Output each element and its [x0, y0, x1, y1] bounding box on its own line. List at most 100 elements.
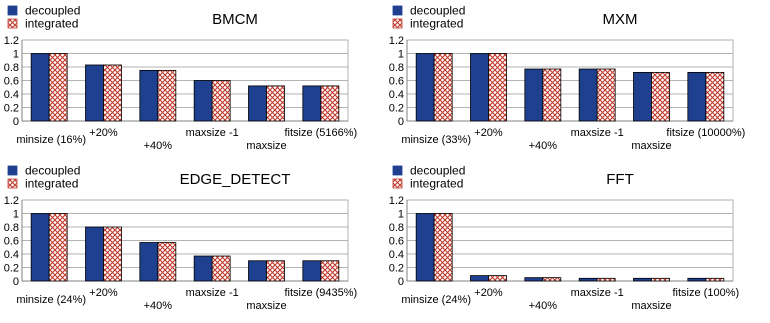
legend-label-integrated: integrated	[25, 17, 78, 31]
bar-integrated-fitsize-5166	[321, 86, 339, 121]
y-tick-label: 0.8	[4, 62, 19, 74]
chart-svg-bmcm: 00.2 0.40.6 0.81 1.2 minsize (16%)+20% +40% ma…	[0, 0, 385, 160]
bar-integrated-minsize-16	[49, 54, 67, 122]
y-tick-label: 0.2	[389, 263, 404, 275]
chart-title: EDGE_DETECT	[180, 171, 291, 188]
bar-decoupled-40	[525, 278, 543, 281]
legend-label-decoupled: decoupled	[25, 164, 80, 178]
chart-panel-edge-detect: 0 0.2 0.4 0.6 0.8 1 1.2 minsize (24%) +20% +40% ma…	[0, 160, 385, 320]
bar-decoupled-20	[86, 65, 104, 121]
bar-integrated-40	[158, 243, 176, 281]
bar-integrated-maxsize-1	[597, 69, 615, 121]
bar-integrated-maxsize	[267, 86, 285, 121]
bar-integrated-maxsize	[652, 72, 670, 121]
bar-decoupled-minsize-24	[416, 214, 434, 282]
legend-label-decoupled: decoupled	[410, 4, 465, 18]
chart-svg-mxm: 00.2 0.40.6 0.81 1.2 minsize (33%)+20% +40% ma…	[385, 0, 770, 160]
x-category-label: maxsize -1	[571, 127, 624, 139]
bar-integrated-40	[543, 278, 561, 281]
chart-svg-fft: 00.2 0.40.6 0.81 1.2 minsize (24%)+20% +40% ma…	[385, 160, 770, 320]
chart-panel-fft: 0 0.2 0.4 0.6 0.8 1 1.2 minsize (24%) +20% +40% ma…	[385, 160, 770, 320]
bar-decoupled-minsize-16	[31, 54, 49, 122]
bar-decoupled-fitsize-10000	[688, 72, 706, 121]
x-category-label: fitsize (5166%)	[284, 127, 357, 139]
y-tick-label: 0	[398, 116, 404, 128]
bar-integrated-minsize-24	[434, 214, 452, 282]
legend-label-integrated: integrated	[410, 17, 463, 31]
x-category-label: +20%	[474, 127, 503, 139]
y-tick-label: 1	[13, 49, 19, 61]
chart-title: FFT	[606, 171, 634, 188]
bar-integrated-20	[489, 276, 507, 281]
bar-integrated-maxsize	[267, 261, 285, 281]
y-tick-label: 0.4	[389, 89, 404, 101]
bar-decoupled-fitsize-5166	[303, 86, 321, 121]
bar-decoupled-40	[525, 69, 543, 121]
bar-integrated-fitsize-10000	[706, 72, 724, 121]
bar-decoupled-20	[471, 276, 489, 281]
x-category-label: maxsize	[246, 140, 286, 152]
legend-swatch-integrated	[8, 19, 17, 28]
x-category-label: maxsize -1	[186, 127, 239, 139]
x-category-label: +20%	[474, 287, 503, 299]
bar-integrated-maxsize	[652, 278, 670, 281]
chart-title: BMCM	[212, 11, 258, 28]
bar-integrated-20	[104, 227, 122, 281]
y-tick-label: 1.2	[389, 195, 404, 207]
y-tick-label: 1	[13, 209, 19, 221]
bar-integrated-20	[104, 65, 122, 121]
y-tick-label: 1	[398, 209, 404, 221]
y-tick-label: 0	[13, 116, 19, 128]
x-category-label: maxsize -1	[186, 287, 239, 299]
y-tick-label: 0.6	[389, 236, 404, 248]
bar-decoupled-minsize-33	[416, 54, 434, 122]
chart-svg-edge-detect: 00.2 0.40.6 0.81 1.2 minsize (24%)+20% +40% ma…	[0, 160, 385, 320]
y-tick-label: 0.8	[4, 222, 19, 234]
bar-integrated-40	[158, 70, 176, 121]
bar-integrated-maxsize-1	[212, 256, 230, 281]
x-category-label: maxsize -1	[571, 287, 624, 299]
bar-decoupled-fitsize-100	[688, 278, 706, 281]
x-category-label: fitsize (9435%)	[284, 287, 357, 299]
legend-swatch-integrated	[8, 179, 17, 188]
bar-decoupled-maxsize-1	[194, 81, 212, 122]
y-tick-label: 1.2	[4, 195, 19, 207]
bar-integrated-maxsize-1	[212, 81, 230, 122]
bar-integrated-20	[489, 54, 507, 122]
bar-integrated-fitsize-100	[706, 278, 724, 281]
legend-swatch-integrated	[393, 179, 402, 188]
bar-decoupled-maxsize	[634, 72, 652, 121]
y-tick-label: 0.8	[389, 62, 404, 74]
x-category-label: maxsize	[631, 140, 671, 152]
y-tick-label: 0.6	[389, 76, 404, 88]
legend-swatch-decoupled	[393, 166, 402, 175]
x-category-label: minsize (24%)	[401, 294, 471, 306]
bar-decoupled-maxsize-1	[194, 256, 212, 281]
legend-label-integrated: integrated	[25, 177, 78, 191]
bar-decoupled-maxsize-1	[579, 69, 597, 121]
chart-panel-bmcm: 0 0.2 0.4 0.6 0.8 1 1.2 minsize (16%) +20% +40% ma…	[0, 0, 385, 160]
bar-decoupled-40	[140, 70, 158, 121]
legend-label-integrated: integrated	[410, 177, 463, 191]
y-tick-label: 0.6	[4, 76, 19, 88]
bar-decoupled-maxsize	[634, 278, 652, 281]
bar-decoupled-minsize-24	[31, 214, 49, 282]
y-tick-label: 1.2	[4, 35, 19, 47]
x-category-label: +20%	[89, 127, 118, 139]
y-tick-label: 0.2	[4, 103, 19, 115]
y-tick-label: 0	[398, 276, 404, 288]
legend-swatch-decoupled	[393, 6, 402, 15]
y-tick-label: 0.8	[389, 222, 404, 234]
x-category-label: +40%	[144, 300, 173, 312]
chart-title: MXM	[603, 11, 638, 28]
y-tick-label: 0.4	[389, 249, 404, 261]
legend-swatch-decoupled	[8, 166, 17, 175]
x-category-label: minsize (33%)	[401, 134, 471, 146]
x-category-label: minsize (24%)	[16, 294, 86, 306]
legend-label-decoupled: decoupled	[410, 164, 465, 178]
bar-integrated-minsize-24	[49, 214, 67, 282]
x-category-label: minsize (16%)	[16, 134, 86, 146]
bar-decoupled-fitsize-9435	[303, 261, 321, 281]
x-category-label: fitsize (100%)	[673, 287, 740, 299]
